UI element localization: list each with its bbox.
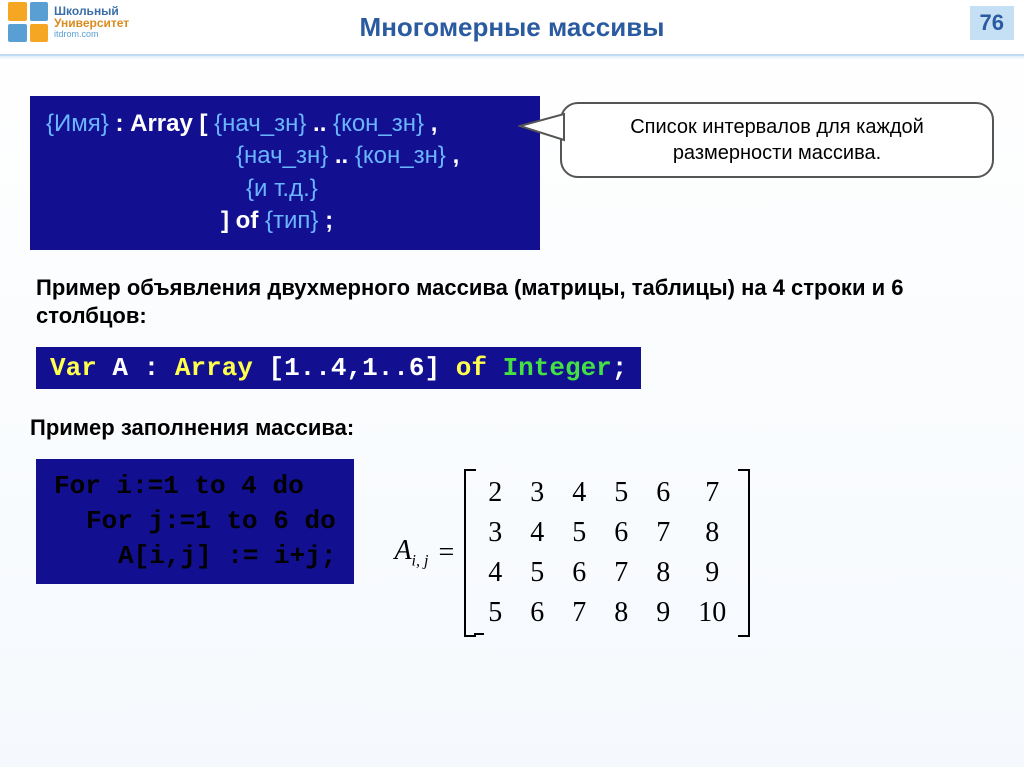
matrix-table: 2345673456784567895678910 xyxy=(474,473,740,633)
matrix-row: 5678910 xyxy=(474,593,740,633)
fill-row: For i:=1 to 4 do For j:=1 to 6 do A[i,j]… xyxy=(36,459,988,637)
code-fill-wrap: For i:=1 to 4 do For j:=1 to 6 do A[i,j]… xyxy=(36,459,354,584)
matrix-cell: 5 xyxy=(516,553,558,593)
callout-pointer-icon xyxy=(518,112,566,152)
callout-wrap: Список интервалов для каждой размерности… xyxy=(560,96,994,250)
matrix-cell: 4 xyxy=(558,473,600,513)
matrix-row: 234567 xyxy=(474,473,740,513)
slide-header: Школьный Университет itdrom.com Многомер… xyxy=(0,0,1024,56)
logo-line2: Университет xyxy=(54,17,129,30)
matrix-cell: 4 xyxy=(516,513,558,553)
code-declaration-box: Var A : Array [1..4,1..6] of Integer; xyxy=(36,347,641,389)
syntax-row: {Имя} : Array [ {нач_зн} .. {кон_зн} , {… xyxy=(30,96,994,250)
syntax-name-placeholder: {Имя} xyxy=(46,110,109,137)
matrix-cell: 7 xyxy=(642,513,684,553)
matrix-cell: 5 xyxy=(558,513,600,553)
matrix-cell: 7 xyxy=(684,473,740,513)
matrix-equals: = xyxy=(438,537,454,569)
matrix-cell: 7 xyxy=(558,593,600,633)
example2-intro: Пример заполнения массива: xyxy=(30,415,994,441)
callout-box: Список интервалов для каждой размерности… xyxy=(560,102,994,178)
matrix-cell: 6 xyxy=(558,553,600,593)
matrix-cell: 5 xyxy=(600,473,642,513)
logo-mark-icon xyxy=(8,2,48,42)
logo-line3: itdrom.com xyxy=(54,30,129,39)
syntax-declaration-box: {Имя} : Array [ {нач_зн} .. {кон_зн} , {… xyxy=(30,96,540,250)
matrix-row: 456789 xyxy=(474,553,740,593)
matrix-cell: 8 xyxy=(600,593,642,633)
matrix-cell: 9 xyxy=(684,553,740,593)
slide-title: Многомерные массивы xyxy=(0,0,1024,43)
logo-text: Школьный Университет itdrom.com xyxy=(54,5,129,40)
matrix-row: 345678 xyxy=(474,513,740,553)
logo: Школьный Университет itdrom.com xyxy=(8,2,129,42)
matrix-cell: 6 xyxy=(516,593,558,633)
matrix-cell: 9 xyxy=(642,593,684,633)
page-number: 76 xyxy=(970,6,1014,40)
matrix-cell: 8 xyxy=(642,553,684,593)
matrix-cell: 4 xyxy=(474,553,516,593)
matrix-cell: 7 xyxy=(600,553,642,593)
matrix-cell: 3 xyxy=(474,513,516,553)
matrix-cell: 3 xyxy=(516,473,558,513)
example1-intro: Пример объявления двухмерного массива (м… xyxy=(36,274,988,331)
slide-content: {Имя} : Array [ {нач_зн} .. {кон_зн} , {… xyxy=(0,56,1024,637)
callout-text: Список интервалов для каждой размерности… xyxy=(630,116,924,164)
code-declaration-row: Var A : Array [1..4,1..6] of Integer; xyxy=(36,347,988,389)
matrix-cell: 10 xyxy=(684,593,740,633)
matrix-cell: 5 xyxy=(474,593,516,633)
matrix-cell: 8 xyxy=(684,513,740,553)
matrix-display: Ai, j = 2345673456784567895678910 xyxy=(394,469,750,637)
matrix-bracket: 2345673456784567895678910 xyxy=(464,469,750,637)
matrix-cell: 6 xyxy=(642,473,684,513)
code-fill-box: For i:=1 to 4 do For j:=1 to 6 do A[i,j]… xyxy=(36,459,354,584)
matrix-label: Ai, j xyxy=(394,535,428,571)
matrix-cell: 2 xyxy=(474,473,516,513)
matrix-cell: 6 xyxy=(600,513,642,553)
